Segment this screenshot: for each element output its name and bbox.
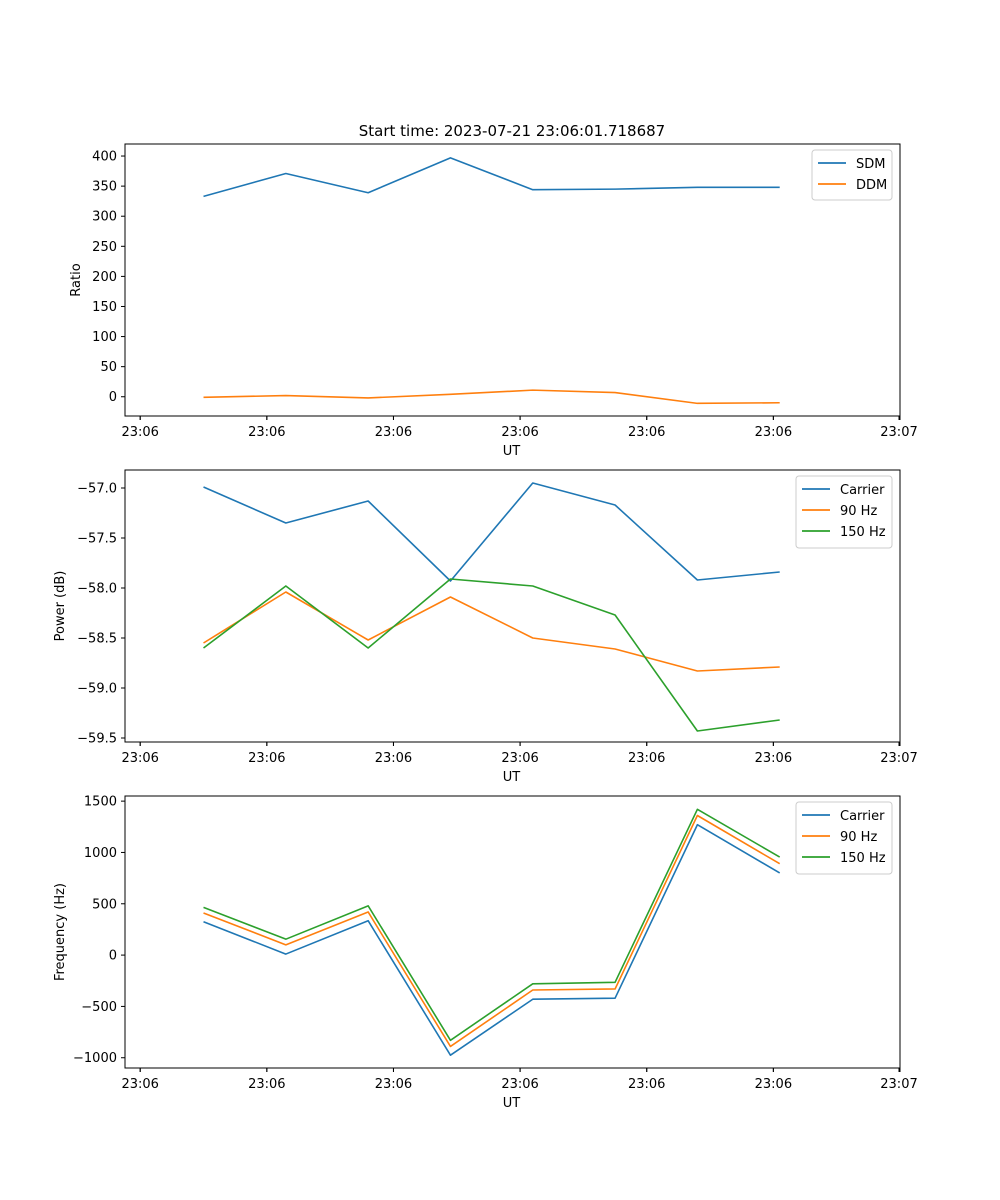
x-tick-label: 23:06 [501,1077,538,1092]
x-tick-label: 23:06 [121,1077,158,1092]
y-axis-label: Power (dB) [53,571,68,642]
subplot-2: 23:06 23:06 23:06 23:06 23:06 23:06 23:07 −57.0… [53,469,918,785]
legend-label: Carrier [840,483,885,498]
legend-label: 150 Hz [840,525,886,540]
y-tick-label: 250 [92,240,117,255]
legend-box [795,475,893,549]
y-tick-label: 0 [109,390,117,405]
x-tick-label: 23:06 [501,425,538,440]
y-axis-ticks: 0 50 100 150 200 250 300 350 400 [92,150,125,405]
y-tick-label: −57.0 [77,482,117,497]
legend-box [795,801,893,875]
series-line-sdm [203,157,780,198]
x-tick-label: 23:07 [880,425,917,440]
x-axis-ticks: 23:06 23:06 23:06 23:06 23:06 23:06 23:07 [121,742,918,766]
x-tick-label: 23:06 [375,751,412,766]
axes-frame [124,795,901,1069]
x-tick-label: 23:06 [121,425,158,440]
legend: SDM DDM [811,149,893,201]
x-tick-label: 23:06 [755,1077,792,1092]
y-tick-label: 1500 [84,795,117,810]
y-tick-label: 500 [92,897,117,912]
x-tick-label: 23:06 [755,425,792,440]
y-axis-ticks: −57.0 −57.5 −58.0 −58.5 −59.0 −59.5 [77,482,125,747]
x-tick-label: 23:06 [248,1077,285,1092]
x-tick-label: 23:06 [628,1077,665,1092]
y-tick-label: 150 [92,300,117,315]
x-tick-label: 23:06 [375,425,412,440]
legend-label: Carrier [840,809,885,824]
legend-label: SDM [856,157,885,172]
subplot-1: 23:06 23:06 23:06 23:06 23:06 23:06 23:07 0 50 10… [69,143,918,459]
y-tick-label: −59.0 [77,682,117,697]
y-tick-label: 100 [92,330,117,345]
legend-label: 90 Hz [840,504,877,519]
y-tick-label: −58.0 [77,582,117,597]
x-tick-label: 23:06 [375,1077,412,1092]
y-axis-ticks: 1500 1000 500 0 −500 −1000 [73,795,125,1066]
x-axis-label: UT [503,770,521,785]
legend-label: 150 Hz [840,851,886,866]
x-tick-label: 23:06 [248,425,285,440]
x-axis-label: UT [503,444,521,459]
x-axis-label: UT [503,1096,521,1111]
series-line-150-hz [203,808,781,1042]
axes-frame [124,469,901,743]
series-line-ddm [203,389,780,405]
legend: Carrier 90 Hz 150 Hz [795,475,893,549]
y-tick-label: −58.5 [77,632,117,647]
y-tick-label: 300 [92,210,117,225]
x-tick-label: 23:06 [755,751,792,766]
figure-title: Start time: 2023-07-21 23:06:01.718687 [359,122,665,140]
y-tick-label: 50 [100,360,117,375]
x-tick-label: 23:06 [628,751,665,766]
y-tick-label: −59.5 [77,732,117,747]
y-tick-label: −500 [81,1000,117,1015]
x-tick-label: 23:06 [248,751,285,766]
y-tick-label: 400 [92,150,117,165]
x-tick-label: 23:06 [628,425,665,440]
x-tick-label: 23:07 [880,1077,917,1092]
subplot-3: 23:06 23:06 23:06 23:06 23:06 23:06 23:0715001… [53,795,918,1111]
x-axis-ticks: 23:06 23:06 23:06 23:06 23:06 23:06 23:07 [121,1068,918,1092]
y-tick-label: 200 [92,270,117,285]
series-line-90-hz [203,591,780,672]
series-line-carrier [203,823,781,1056]
y-axis-label: Frequency (Hz) [53,883,68,981]
series-line-150-hz [203,578,780,732]
legend: Carrier 90 Hz 150 Hz [795,801,893,875]
plots: 23:06 23:06 23:06 23:06 23:06 23:06 23:07 0 50 10… [53,143,918,1111]
legend-label: 90 Hz [840,830,877,845]
y-tick-label: −57.5 [77,532,117,547]
x-tick-label: 23:06 [501,751,538,766]
series-line-carrier [203,482,780,582]
y-axis-label: Ratio [69,263,84,296]
y-tick-label: −1000 [73,1051,117,1066]
y-tick-label: 350 [92,180,117,195]
legend-label: DDM [856,178,887,193]
series-line-90-hz [203,814,781,1048]
x-axis-ticks: 23:06 23:06 23:06 23:06 23:06 23:06 23:07 [121,416,918,440]
y-tick-label: 1000 [84,846,117,861]
x-tick-label: 23:07 [880,751,917,766]
x-tick-label: 23:06 [121,751,158,766]
axes-frame [124,143,901,417]
y-tick-label: 0 [109,949,117,964]
